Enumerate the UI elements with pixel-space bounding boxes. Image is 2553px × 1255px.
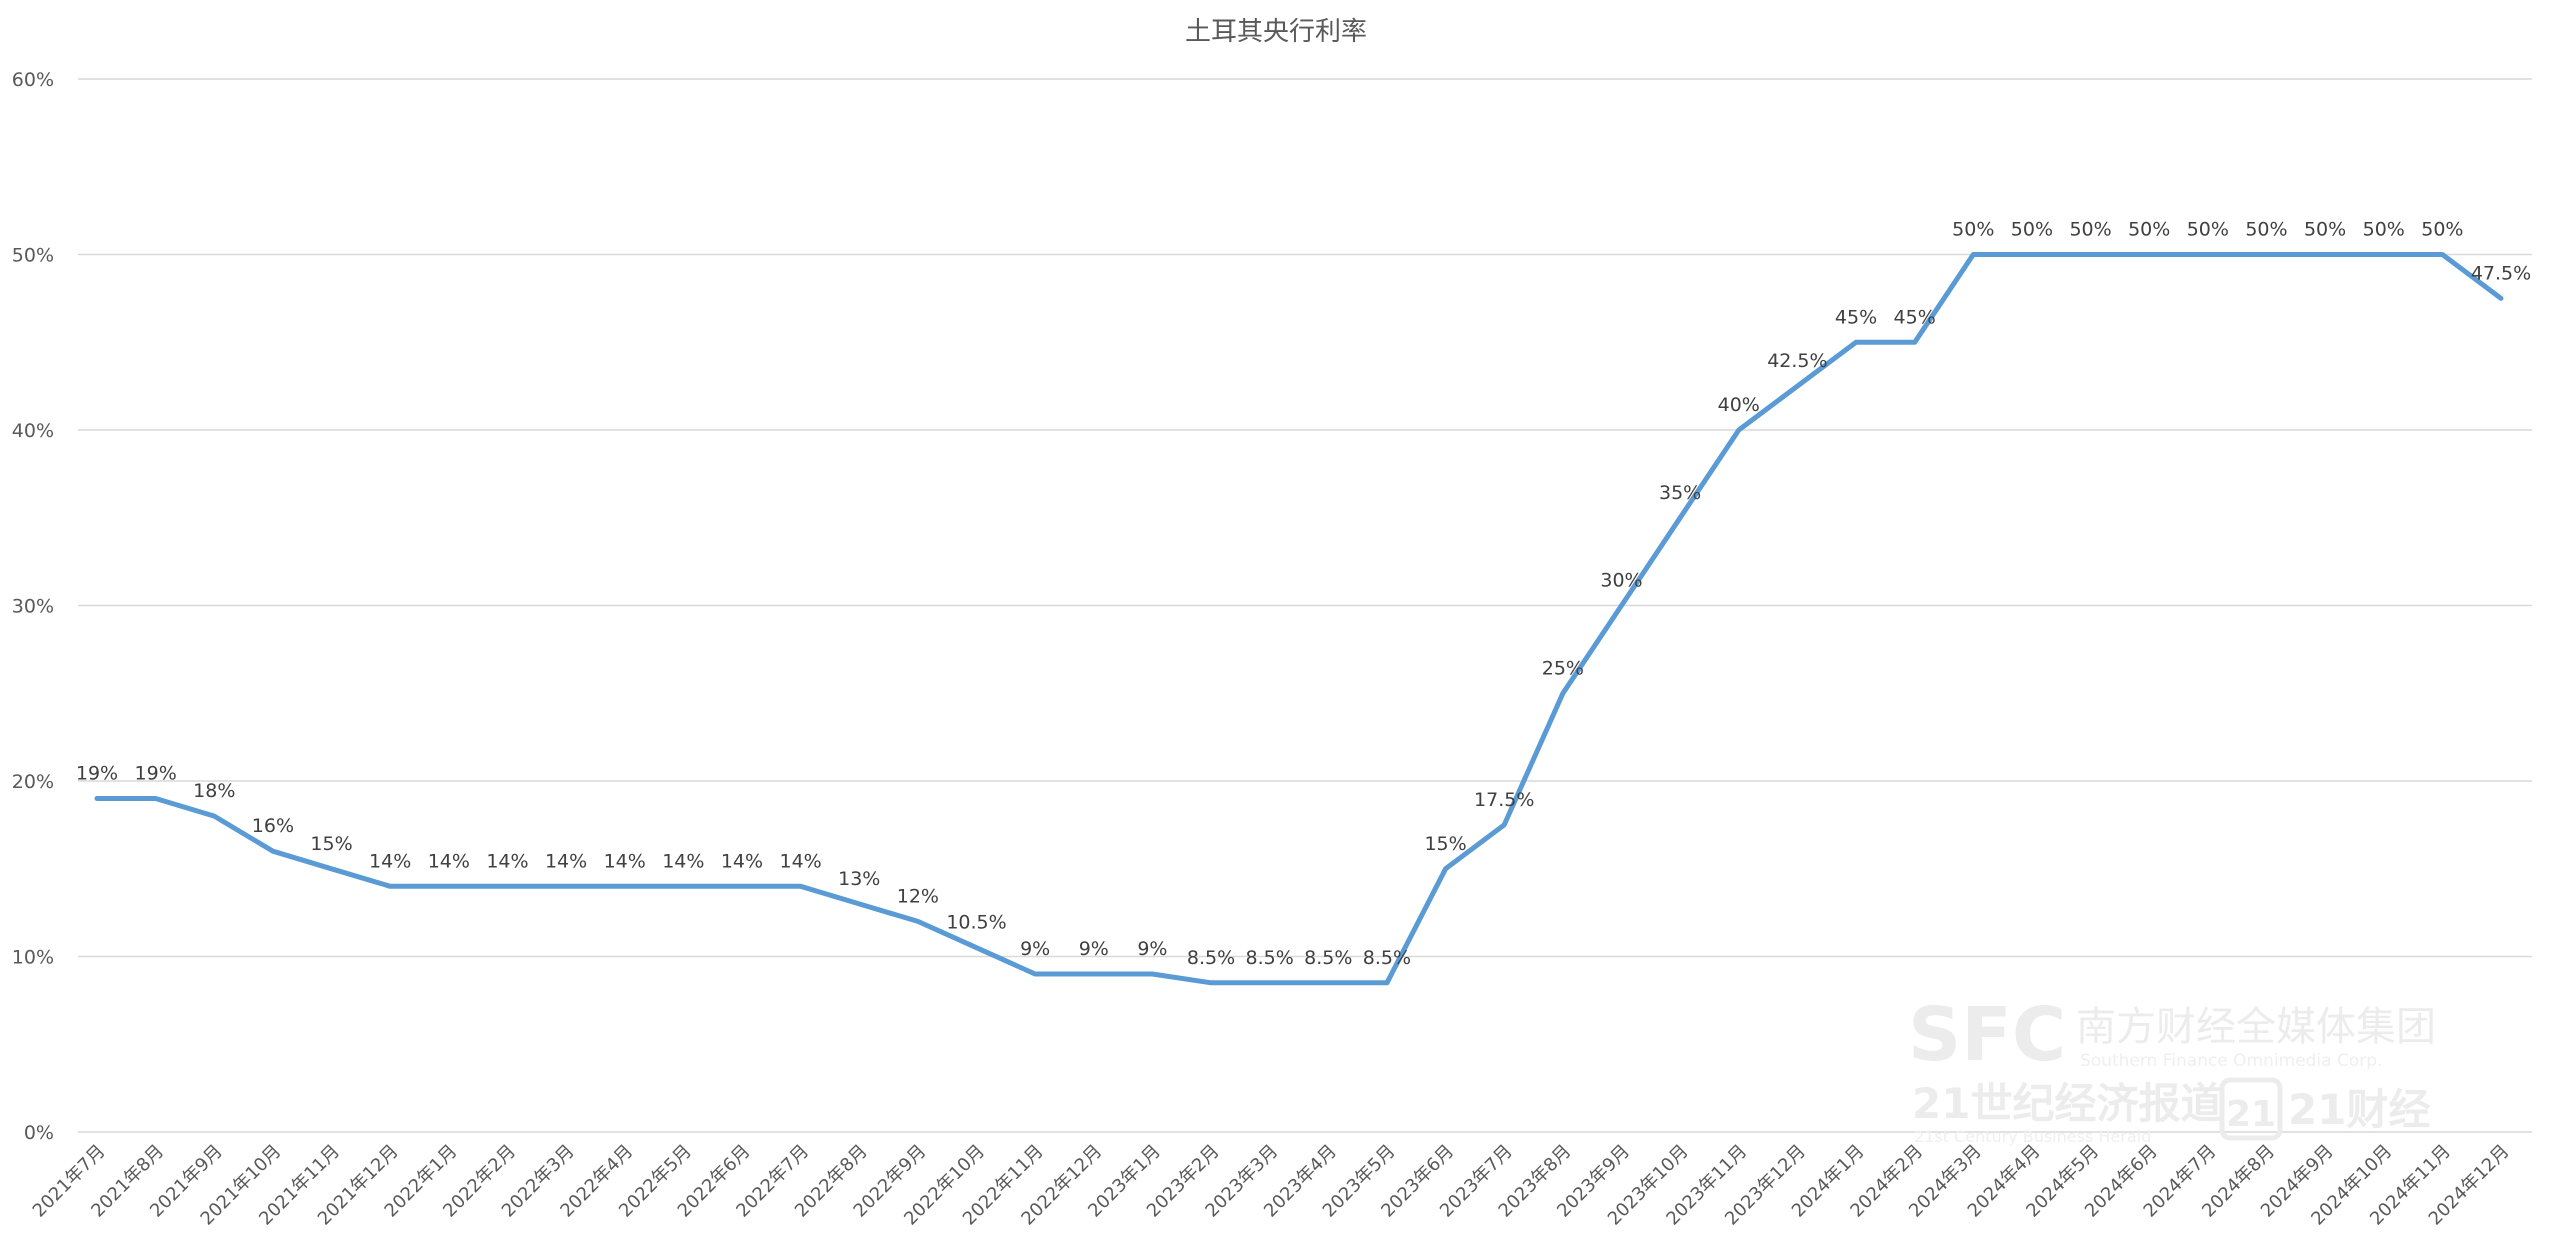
y-tick-label: 30%: [12, 596, 54, 618]
data-label: 12%: [897, 885, 939, 907]
data-label: 19%: [135, 763, 177, 785]
data-label: 8.5%: [1304, 947, 1352, 969]
series-layer: [94, 252, 2504, 986]
data-label: 18%: [193, 780, 235, 802]
data-labels: 19% 19% 18% 16% 15% 14% 14% 14% 14% 14% 14% 14% 14% 1…: [76, 219, 2531, 969]
data-label: 50%: [2187, 219, 2229, 241]
data-label: 8.5%: [1187, 947, 1235, 969]
data-label: 10.5%: [946, 912, 1006, 934]
data-label: 14%: [428, 850, 470, 872]
watermark: SFC 南方财经全媒体集团 Southern Finance Omnimedia…: [1908, 992, 2436, 1146]
data-label: 45%: [1835, 306, 1877, 328]
data-label: 30%: [1600, 570, 1642, 592]
watermark-badge-frame: [2219, 1077, 2283, 1141]
watermark-org: 南方财经全媒体集团: [2076, 1004, 2436, 1050]
data-label: 15%: [310, 833, 352, 855]
data-label: 14%: [662, 850, 704, 872]
data-label: 50%: [2421, 219, 2463, 241]
data-label: 50%: [2069, 219, 2111, 241]
data-label: 42.5%: [1767, 350, 1827, 372]
data-label: 14%: [721, 850, 763, 872]
data-label: 9%: [1020, 938, 1050, 960]
data-label: 8.5%: [1363, 947, 1411, 969]
data-label: 15%: [1424, 833, 1466, 855]
data-label: 45%: [1894, 306, 1936, 328]
y-tick-label: 50%: [12, 245, 54, 267]
data-label: 17.5%: [1474, 789, 1534, 811]
data-label: 25%: [1542, 657, 1584, 679]
data-label: 8.5%: [1246, 947, 1294, 969]
data-label: 47.5%: [2471, 262, 2531, 284]
series-line: [94, 252, 2504, 986]
data-label: 40%: [1718, 394, 1760, 416]
data-label: 50%: [2245, 219, 2287, 241]
data-label: 35%: [1659, 482, 1701, 504]
y-tick-label: 10%: [12, 947, 54, 969]
data-label: 9%: [1079, 938, 1109, 960]
y-tick-label: 0%: [24, 1122, 54, 1144]
data-label: 50%: [2304, 219, 2346, 241]
data-label: 14%: [369, 850, 411, 872]
watermark-org-en: Southern Finance Omnimedia Corp.: [2080, 1051, 2382, 1071]
data-label: 50%: [2363, 219, 2405, 241]
data-label: 14%: [486, 850, 528, 872]
data-label: 9%: [1137, 938, 1167, 960]
data-label: 14%: [779, 850, 821, 872]
data-label: 50%: [2128, 219, 2170, 241]
watermark-paper-en: 21st Century Business Herald: [1914, 1127, 2151, 1146]
data-label: 16%: [252, 815, 294, 837]
data-label: 13%: [838, 868, 880, 890]
y-axis-ticks: 0% 10% 20% 30% 40% 50% 60%: [12, 69, 54, 1144]
y-tick-label: 60%: [12, 69, 54, 91]
data-label: 14%: [604, 850, 646, 872]
data-label: 50%: [1952, 219, 1994, 241]
y-tick-label: 40%: [12, 420, 54, 442]
data-label: 14%: [545, 850, 587, 872]
watermark-app-name: 21财经: [2288, 1085, 2430, 1134]
chart-title: 土耳其央行利率: [1185, 17, 1367, 47]
data-label: 19%: [76, 763, 118, 785]
watermark-badge: 21: [2226, 1094, 2276, 1135]
data-label: 50%: [2011, 219, 2053, 241]
watermark-logo: SFC: [1908, 992, 2066, 1078]
watermark-paper: 21世纪经济报道: [1912, 1079, 2222, 1128]
y-tick-label: 20%: [12, 771, 54, 793]
